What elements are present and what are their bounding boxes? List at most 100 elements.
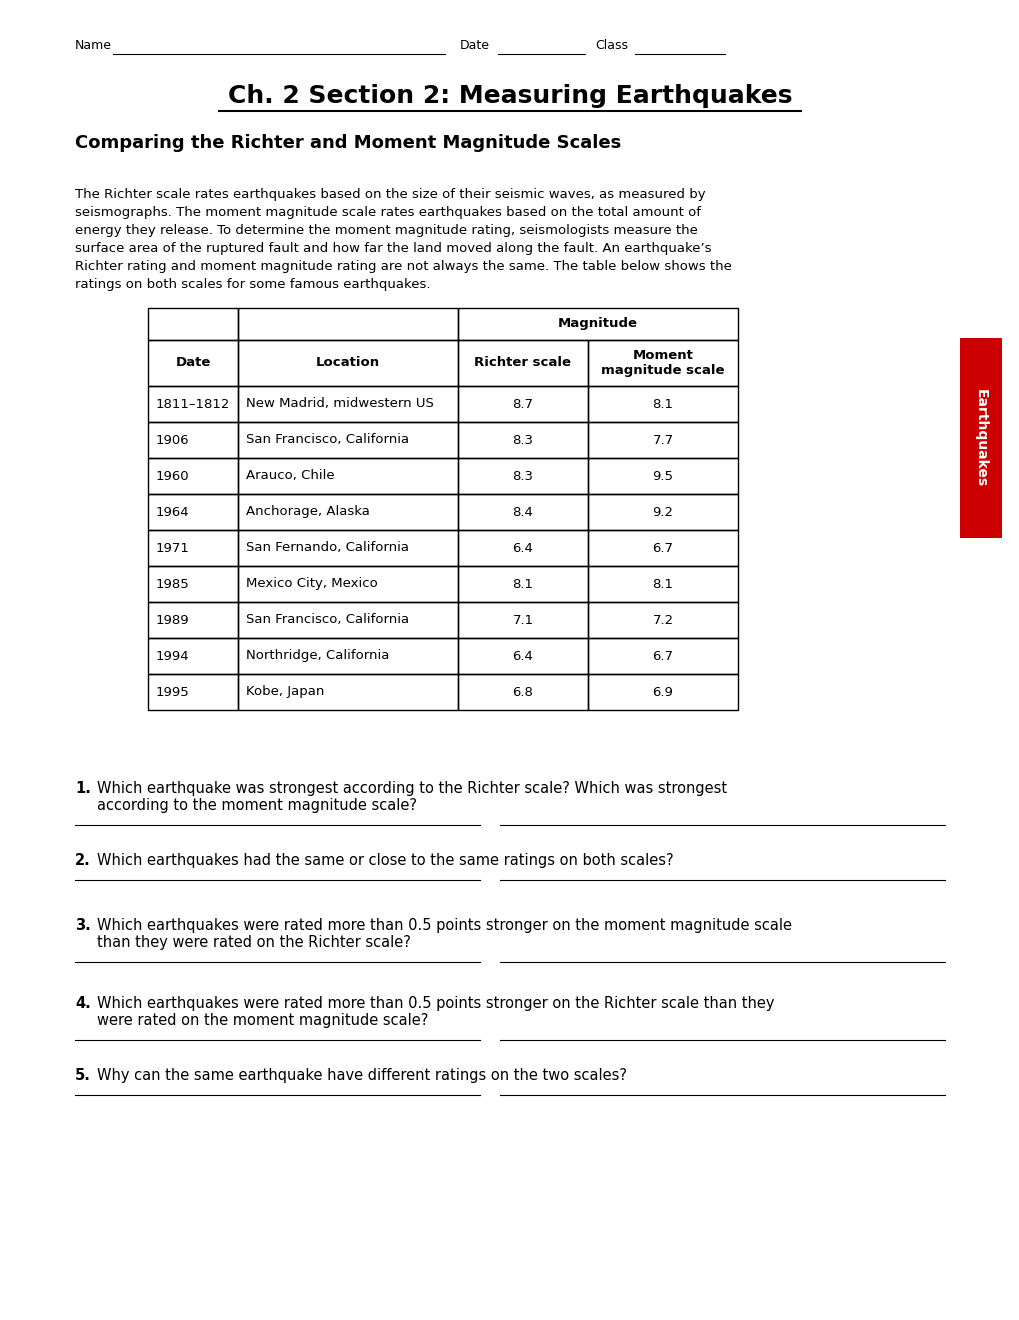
Bar: [237, 422, 458, 458]
Text: Name: Name: [75, 40, 112, 51]
Text: seismographs. The moment magnitude scale rates earthquakes based on the total am: seismographs. The moment magnitude scale…: [75, 206, 700, 219]
Text: Richter scale: Richter scale: [474, 356, 571, 370]
Text: 6.8: 6.8: [513, 685, 533, 698]
Bar: [587, 422, 738, 458]
Bar: [587, 458, 738, 494]
Bar: [148, 638, 237, 675]
Bar: [458, 494, 587, 531]
Text: 7.2: 7.2: [652, 614, 673, 627]
Text: surface area of the ruptured fault and how far the land moved along the fault. A: surface area of the ruptured fault and h…: [75, 242, 711, 255]
Text: Kobe, Japan: Kobe, Japan: [246, 685, 324, 698]
Text: 8.1: 8.1: [652, 578, 673, 590]
Bar: [959, 338, 1001, 539]
Text: Magnitude: Magnitude: [557, 318, 637, 330]
Bar: [587, 675, 738, 710]
Text: San Francisco, California: San Francisco, California: [246, 614, 409, 627]
Bar: [587, 602, 738, 638]
Text: Arauco, Chile: Arauco, Chile: [246, 470, 334, 483]
Bar: [148, 458, 237, 494]
Text: according to the moment magnitude scale?: according to the moment magnitude scale?: [97, 799, 421, 813]
Bar: [237, 385, 458, 422]
Bar: [458, 308, 738, 341]
Text: 8.3: 8.3: [512, 470, 533, 483]
Bar: [587, 566, 738, 602]
Text: 1960: 1960: [156, 470, 190, 483]
Bar: [148, 341, 237, 385]
Text: Earthquakes: Earthquakes: [973, 389, 987, 487]
Text: Richter rating and moment magnitude rating are not always the same. The table be: Richter rating and moment magnitude rati…: [75, 260, 732, 273]
Text: Comparing the Richter and Moment Magnitude Scales: Comparing the Richter and Moment Magnitu…: [75, 135, 621, 152]
Text: 1989: 1989: [156, 614, 190, 627]
Text: 2.: 2.: [75, 853, 91, 869]
Text: San Fernando, California: San Fernando, California: [246, 541, 409, 554]
Bar: [237, 531, 458, 566]
Bar: [587, 638, 738, 675]
Bar: [237, 638, 458, 675]
Bar: [148, 531, 237, 566]
Text: were rated on the moment magnitude scale?: were rated on the moment magnitude scale…: [97, 1012, 433, 1028]
Text: 1985: 1985: [156, 578, 190, 590]
Text: 1971: 1971: [156, 541, 190, 554]
Text: The Richter scale rates earthquakes based on the size of their seismic waves, as: The Richter scale rates earthquakes base…: [75, 187, 705, 201]
Bar: [148, 385, 237, 422]
Text: San Francisco, California: San Francisco, California: [246, 433, 409, 446]
Text: Which earthquakes were rated more than 0.5 points stronger on the moment magnitu: Which earthquakes were rated more than 0…: [97, 917, 791, 933]
Text: 1906: 1906: [156, 433, 190, 446]
Bar: [587, 341, 738, 385]
Bar: [458, 602, 587, 638]
Text: 6.4: 6.4: [513, 649, 533, 663]
Bar: [148, 602, 237, 638]
Bar: [458, 566, 587, 602]
Text: 4.: 4.: [75, 997, 91, 1011]
Text: 8.4: 8.4: [513, 506, 533, 519]
Bar: [458, 341, 587, 385]
Bar: [237, 675, 458, 710]
Text: 6.9: 6.9: [652, 685, 673, 698]
Bar: [148, 422, 237, 458]
Text: Which earthquakes had the same or close to the same ratings on both scales?: Which earthquakes had the same or close …: [97, 853, 678, 869]
Text: 6.4: 6.4: [513, 541, 533, 554]
Text: Class: Class: [594, 40, 628, 51]
Bar: [237, 602, 458, 638]
Text: ratings on both scales for some famous earthquakes.: ratings on both scales for some famous e…: [75, 279, 430, 290]
Bar: [587, 494, 738, 531]
Bar: [458, 458, 587, 494]
Text: 7.7: 7.7: [652, 433, 673, 446]
Text: Date: Date: [175, 356, 211, 370]
Text: Date: Date: [460, 40, 489, 51]
Bar: [148, 566, 237, 602]
Bar: [237, 494, 458, 531]
Text: Mexico City, Mexico: Mexico City, Mexico: [246, 578, 377, 590]
Bar: [458, 638, 587, 675]
Text: 6.7: 6.7: [652, 541, 673, 554]
Bar: [458, 675, 587, 710]
Text: than they were rated on the Richter scale?: than they were rated on the Richter scal…: [97, 935, 415, 950]
Bar: [148, 675, 237, 710]
Text: 5.: 5.: [75, 1068, 91, 1082]
Bar: [148, 494, 237, 531]
Bar: [458, 422, 587, 458]
Text: 8.1: 8.1: [512, 578, 533, 590]
Text: Moment
magnitude scale: Moment magnitude scale: [600, 348, 725, 378]
Text: Northridge, California: Northridge, California: [246, 649, 389, 663]
Text: 9.2: 9.2: [652, 506, 673, 519]
Bar: [587, 531, 738, 566]
Text: Why can the same earthquake have different ratings on the two scales?: Why can the same earthquake have differe…: [97, 1068, 631, 1082]
Text: Which earthquake was strongest according to the Richter scale? Which was stronge: Which earthquake was strongest according…: [97, 781, 727, 796]
Bar: [237, 341, 458, 385]
Text: 7.1: 7.1: [512, 614, 533, 627]
Text: Which earthquakes were rated more than 0.5 points stronger on the Richter scale : Which earthquakes were rated more than 0…: [97, 997, 773, 1011]
Text: 9.5: 9.5: [652, 470, 673, 483]
Bar: [237, 308, 458, 341]
Text: 1994: 1994: [156, 649, 190, 663]
Text: 8.7: 8.7: [512, 397, 533, 411]
Text: Anchorage, Alaska: Anchorage, Alaska: [246, 506, 370, 519]
Bar: [458, 385, 587, 422]
Bar: [237, 458, 458, 494]
Bar: [237, 566, 458, 602]
Text: 6.7: 6.7: [652, 649, 673, 663]
Text: 1811–1812: 1811–1812: [156, 397, 230, 411]
Bar: [587, 385, 738, 422]
Text: 8.1: 8.1: [652, 397, 673, 411]
Text: energy they release. To determine the moment magnitude rating, seismologists mea: energy they release. To determine the mo…: [75, 224, 697, 238]
